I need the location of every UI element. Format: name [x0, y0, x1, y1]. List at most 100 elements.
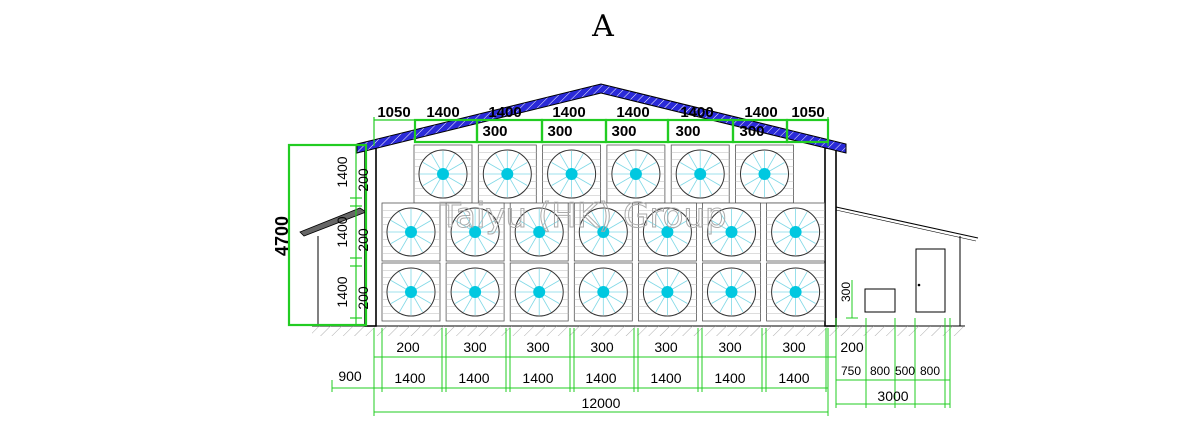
roof-dim-2: 1400 [426, 104, 459, 121]
fan-hub [789, 226, 802, 238]
fan-unit [766, 202, 825, 262]
bottom-gap-2: 300 [463, 339, 487, 355]
fan-hub [437, 168, 449, 180]
annex-total: 3000 [877, 388, 908, 404]
roof-dim-1: 1050 [377, 104, 410, 121]
fan-unit [670, 144, 730, 204]
bottom-fan-3: 1400 [522, 370, 553, 386]
fan-hub [694, 168, 707, 180]
roof-gap-1: 300 [482, 123, 507, 140]
fan-hub [597, 286, 610, 298]
fan-unit [477, 144, 537, 204]
fan-unit [702, 262, 761, 322]
bottom-fan-5: 1400 [650, 370, 681, 386]
roof-gap-3: 300 [611, 123, 636, 140]
fan-unit [381, 202, 441, 262]
fan-wall [381, 144, 825, 322]
bottom-fan-dims: 1400 1400 1400 1400 1400 1400 1400 [394, 370, 809, 386]
bottom-gap-4: 300 [590, 339, 614, 355]
row-dim-2: 200 [355, 168, 371, 192]
roof-gap-dims: 300 300 300 300 300 [482, 123, 764, 140]
fan-hub [661, 226, 674, 238]
row-dim-1: 1400 [334, 156, 350, 187]
fan-hub [469, 286, 482, 298]
bottom-gap-dims: 200 300 300 300 300 300 300 200 [396, 339, 864, 355]
row-dim-4: 200 [355, 228, 371, 252]
fan-hub [629, 168, 642, 180]
fan-unit [509, 262, 569, 322]
drawing-title: A [591, 9, 614, 44]
height-dim-total: 4700 [272, 216, 292, 256]
bottom-gap-7: 300 [782, 339, 806, 355]
fan-unit [638, 262, 697, 322]
bottom-gap-3: 300 [526, 339, 550, 355]
bottom-fan-6: 1400 [714, 370, 745, 386]
bottom-gap-6: 300 [718, 339, 742, 355]
roof-dim-7: 1400 [744, 104, 777, 121]
bottom-fan-1: 1400 [394, 370, 425, 386]
fan-hub [725, 286, 738, 298]
bottom-dimension-lines [331, 280, 951, 416]
left-row-dims: 1400 200 1400 200 1400 200 [334, 156, 371, 309]
bottom-left-offset: 900 [338, 368, 362, 384]
fan-unit [766, 262, 825, 322]
roof-gap-5: 300 [739, 123, 764, 140]
bottom-gap-8: 200 [840, 339, 864, 355]
fan-hub [405, 226, 417, 238]
bottom-fan-7: 1400 [778, 370, 809, 386]
roof-dim-8: 1050 [791, 104, 824, 121]
fan-unit [542, 144, 601, 204]
fan-unit [509, 202, 569, 262]
bottom-total: 12000 [582, 395, 621, 411]
annex-door [915, 248, 946, 313]
fan-unit [445, 202, 505, 262]
fan-hub [597, 226, 610, 238]
fan-unit [573, 202, 633, 262]
bottom-gap-1: 200 [396, 339, 420, 355]
roof-dim-6: 1400 [680, 104, 713, 121]
row-dim-3: 1400 [334, 216, 350, 247]
roof-dim-5: 1400 [616, 104, 649, 121]
fan-hub [565, 168, 578, 180]
fan-hub [469, 226, 482, 238]
fan-hub [501, 168, 514, 180]
roof-dim-4: 1400 [552, 104, 585, 121]
annex-dim-3: 500 [895, 364, 915, 378]
annex-height: 300 [839, 282, 853, 302]
row-dim-6: 200 [355, 286, 371, 310]
roof-dim-3: 1400 [488, 104, 521, 121]
fan-hub [758, 168, 771, 180]
fan-hub [789, 286, 802, 298]
roof-gap-4: 300 [675, 123, 700, 140]
annex-dims: 750 800 500 800 3000 300 [839, 282, 940, 404]
annex-dim-1: 750 [841, 364, 861, 378]
fan-unit [413, 144, 473, 204]
fan-hub [405, 286, 417, 298]
fan-unit [606, 144, 666, 204]
fan-hub [661, 286, 674, 298]
watermark: Taiyu (HK) Group [439, 196, 727, 236]
fan-hub [533, 286, 546, 298]
fan-unit [573, 262, 633, 322]
annex-dim-4: 800 [920, 364, 940, 378]
fan-hub [533, 226, 546, 238]
roof-dimensions [373, 117, 830, 146]
left-dimensions [287, 143, 368, 327]
fan-unit [702, 202, 761, 262]
annex-window [864, 288, 896, 313]
fan-unit [381, 262, 441, 322]
right-annex [835, 206, 979, 326]
bottom-fan-4: 1400 [585, 370, 616, 386]
roof [356, 83, 847, 154]
bottom-gap-5: 300 [654, 339, 678, 355]
fan-unit [638, 202, 697, 262]
annex-dim-2: 800 [870, 364, 890, 378]
fan-hub [725, 226, 738, 238]
roof-gap-2: 300 [547, 123, 572, 140]
roof-top-dims: 1050 1400 1400 1400 1400 1400 1400 1050 [377, 104, 824, 121]
fan-unit [735, 144, 794, 204]
row-dim-5: 1400 [334, 276, 350, 307]
fan-unit [445, 262, 505, 322]
bottom-fan-2: 1400 [458, 370, 489, 386]
